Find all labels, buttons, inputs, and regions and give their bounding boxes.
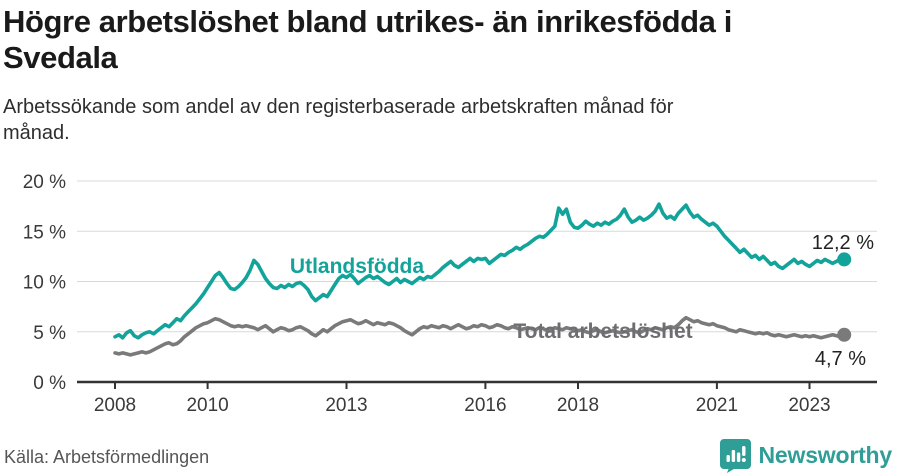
end-value-label-total: 4,7 % [815,348,866,370]
end-point-marker [837,327,852,342]
speech-bubble-shape [719,439,751,473]
x-tick-label: 2010 [186,395,228,416]
data-series [113,202,847,357]
y-tick-label: 5 % [33,323,66,344]
exclamation-bar [741,446,746,456]
bar-medium [736,452,740,462]
x-axis [77,380,877,389]
series-label-utlandsfodda: Utlandsfödda [290,255,424,278]
bar-short [726,455,730,462]
source-note: Källa: Arbetsförmedlingen [4,447,210,467]
y-tick-label: 0 % [33,373,66,394]
y-tick-label: 20 % [23,172,66,193]
subtitle-line-2: månad. [3,122,70,145]
exclamation-dot [741,458,746,462]
end-point-marker [837,252,852,267]
series-label-total-arbetsloshet: Total arbetslöshet [513,320,692,343]
title-line-2: Svedala [3,40,118,76]
page-title: Högre arbetslöshet bland utrikes- än inr… [3,4,889,77]
x-tick-label: 2023 [788,395,830,416]
chart-annotations: Utlandsfödda Total arbetslöshet 12,2 % 4… [290,232,874,370]
x-axis-labels: 2008 2010 2013 2016 2018 2021 2023 [94,395,831,416]
y-tick-label: 15 % [23,222,66,243]
newsworthy-bar-chart-icon [719,439,751,473]
x-tick-label: 2008 [94,395,136,416]
subtitle-line-1: Arbetssökande som andel av den registerb… [3,96,674,118]
x-tick-label: 2021 [696,395,738,416]
y-tick-label: 10 % [23,273,66,294]
series-line-utlandsf-dda [113,202,847,340]
bar-tall [731,450,735,462]
x-tick-label: 2013 [325,395,367,416]
chart-subtitle: Arbetssökande som andel av den registerb… [3,94,863,147]
title-line-1: Högre arbetslöshet bland utrikes- än inr… [3,4,732,39]
end-point-markers [837,252,852,342]
brand-name: Newsworthy [758,442,893,468]
x-tick-label: 2016 [464,395,506,416]
y-axis-labels: 0 % 5 % 10 % 15 % 20 % [23,172,66,394]
line-chart: 0 %5 %10 %15 %20 % 2008 2010 2013 2016 2018 2… [23,172,877,416]
x-tick-label: 2018 [557,395,599,416]
end-value-label-utlandsfodda: 12,2 % [812,232,874,254]
newsworthy-logo: Newsworthy [719,438,892,473]
series-line-total-arbetsl-shet [113,315,847,357]
